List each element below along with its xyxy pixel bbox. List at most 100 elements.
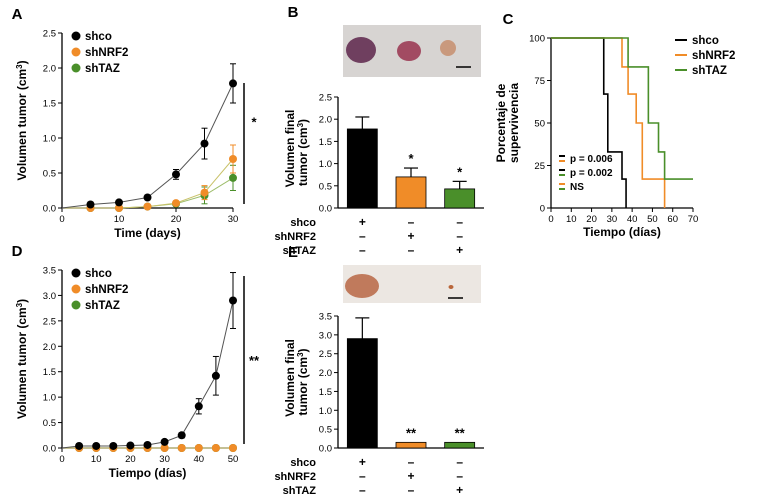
E-row-mark: – <box>408 455 415 469</box>
E-row-mark: – <box>408 483 415 496</box>
B-row-label: shco <box>290 217 316 229</box>
D-y-tick-label: 0.0 <box>43 444 56 455</box>
B-tumor-2 <box>397 41 421 61</box>
B-y-tick-label: 2.5 <box>319 93 332 104</box>
D-panel-label: D <box>12 243 23 260</box>
E-row-mark: + <box>359 455 366 469</box>
B-y-axis-label-line1: Volumen final <box>283 110 297 188</box>
C-x-tick-label: 60 <box>667 214 678 225</box>
B-bar-significance: * <box>408 151 414 166</box>
A-y-tick-label: 1.5 <box>43 99 56 110</box>
E-bar-1 <box>346 338 378 449</box>
B-row-mark: – <box>359 243 366 257</box>
D-point-shco <box>109 441 118 450</box>
D-legend-marker-shco <box>71 268 81 278</box>
D-legend-marker-shNRF2 <box>71 284 81 294</box>
C-survival-line-shNRF2 <box>551 37 666 208</box>
A-y-axis-label: Volumen tumor (cm3) <box>15 60 30 180</box>
B-tumor-1 <box>346 37 376 63</box>
D-point-shco <box>160 437 169 446</box>
E-y-tick-label: 2.5 <box>319 349 332 360</box>
E-y-axis-label-line1: Volumen final <box>283 339 297 417</box>
C-pvalue-label: p = 0.002 <box>570 168 613 179</box>
E-y-tick-label: 0.5 <box>319 425 332 436</box>
B-row-mark: – <box>408 243 415 257</box>
E-y-tick-label: 0.0 <box>319 444 332 455</box>
D-point-shNRF2 <box>160 444 169 452</box>
B-y-tick-label: 0.0 <box>319 204 332 215</box>
A-point-shNRF2 <box>143 202 152 211</box>
C-x-axis-label: Tiempo (días) <box>583 225 661 239</box>
C-pvalue-label: NS <box>570 182 584 193</box>
C-y-axis-label-line1: Porcentaje de <box>494 83 508 162</box>
C-x-tick-label: 0 <box>548 214 553 225</box>
E-row-mark: – <box>359 469 366 483</box>
E-y-tick-label: 1.5 <box>319 387 332 398</box>
D-point-shco <box>75 441 84 450</box>
E-y-tick-label: 3.5 <box>319 312 332 323</box>
A-y-tick-label: 2.5 <box>43 29 56 40</box>
C-x-tick-label: 50 <box>647 214 658 225</box>
E-y-tick-label: 3.0 <box>319 330 332 341</box>
E-row-label: shco <box>290 457 316 469</box>
A-point-shco <box>229 79 237 88</box>
B-y-tick-label: 1.5 <box>319 137 332 148</box>
C-panel-label: C <box>503 11 514 28</box>
C-y-axis-label-line2: supervivencia <box>507 83 521 163</box>
A-panel-label: A <box>12 6 23 23</box>
A-legend-marker-shNRF2 <box>71 47 81 57</box>
E-row-mark: – <box>456 455 463 469</box>
D-y-tick-label: 3.0 <box>43 291 56 302</box>
D-line-shco <box>61 300 234 449</box>
A-x-tick-label: 30 <box>228 214 239 225</box>
D-point-shNRF2 <box>177 444 186 452</box>
E-tumor-1 <box>345 274 379 298</box>
B-row-mark: + <box>359 215 366 229</box>
E-panel-label: E <box>288 244 298 261</box>
A-y-tick-label: 1.0 <box>43 134 56 145</box>
D-legend-label: shco <box>85 268 112 280</box>
B-bar-2 <box>395 176 427 209</box>
D-y-tick-label: 2.0 <box>43 342 56 353</box>
A-point-shNRF2 <box>115 204 123 212</box>
A-point-shco <box>172 170 180 179</box>
C-y-tick-label: 25 <box>534 161 545 172</box>
A-x-tick-label: 10 <box>114 214 125 225</box>
B-y-tick-label: 1.0 <box>319 159 332 170</box>
B-panel-label: B <box>288 4 299 21</box>
D-x-tick-label: 10 <box>91 454 102 465</box>
A-y-tick-label: 0.0 <box>43 204 56 215</box>
A-legend-label: shco <box>85 31 112 43</box>
D-legend-label: shTAZ <box>85 300 120 312</box>
E-row-label: shTAZ <box>283 485 317 496</box>
C-pvalue-label: p = 0.006 <box>570 154 613 165</box>
B-y-tick-label: 0.5 <box>319 181 332 192</box>
D-point-shco <box>177 431 186 440</box>
C-x-tick-label: 20 <box>586 214 597 225</box>
E-row-label: shNRF2 <box>274 471 316 483</box>
C-x-tick-label: 10 <box>566 214 577 225</box>
D-point-shco <box>143 440 152 449</box>
D-x-tick-label: 20 <box>125 454 136 465</box>
C-y-tick-label: 100 <box>529 34 545 45</box>
A-x-tick-label: 0 <box>59 214 64 225</box>
D-y-tick-label: 1.5 <box>43 367 56 378</box>
A-point-shco <box>200 139 209 148</box>
D-point-shNRF2 <box>229 444 237 452</box>
C-survival-line-shTAZ <box>551 37 693 180</box>
B-y-tick-label: 2.0 <box>319 115 332 126</box>
E-bar-significance: ** <box>406 425 417 440</box>
D-significance-label: ** <box>249 353 260 368</box>
D-x-axis-label: Tiempo (días) <box>109 466 187 480</box>
D-legend-label: shNRF2 <box>85 284 128 296</box>
E-bar-significance: ** <box>455 425 466 440</box>
C-x-tick-label: 40 <box>627 214 638 225</box>
E-row-mark: – <box>456 469 463 483</box>
C-y-tick-label: 75 <box>534 76 545 87</box>
A-x-axis-label: Time (days) <box>114 226 180 240</box>
B-row-mark: – <box>359 229 366 243</box>
A-y-tick-label: 2.0 <box>43 64 56 75</box>
A-legend-marker-shco <box>71 31 81 41</box>
D-point-shco <box>92 441 101 450</box>
